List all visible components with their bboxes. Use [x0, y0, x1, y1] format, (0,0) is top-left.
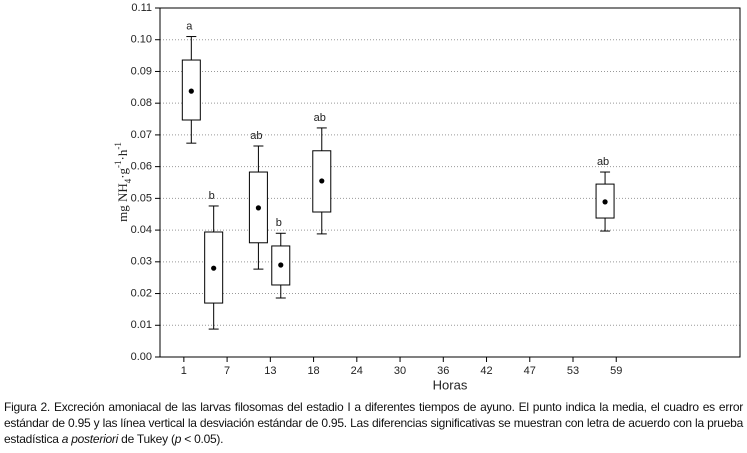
chart: mg NH4·g-1·h-1 Horas 0.000.010.020.030.0…	[113, 2, 741, 392]
y-axis-label-part: ·h	[115, 149, 130, 160]
caption-part: < 0.05).	[181, 432, 224, 446]
x-tick-label: 53	[567, 365, 579, 377]
significance-label: a	[186, 20, 193, 32]
significance-label: b	[209, 190, 215, 202]
y-axis-label-part: -1	[113, 142, 123, 150]
plot-frame	[159, 7, 741, 358]
mean-dot	[278, 262, 284, 268]
y-tick-label: 0.04	[131, 224, 152, 236]
significance-label: ab	[314, 112, 326, 124]
caption-part: a posteriori	[61, 432, 119, 446]
mean-dot	[188, 88, 194, 94]
y-tick-label: 0.02	[131, 287, 152, 299]
x-tick-label: 47	[524, 365, 536, 377]
y-tick-label: 0.11	[131, 2, 152, 14]
y-axis-label-part: -1	[113, 160, 123, 168]
y-axis-label-part: mg NH	[115, 183, 130, 222]
significance-label: ab	[250, 130, 262, 142]
caption-part: p	[174, 432, 182, 446]
x-tick-label: 13	[264, 365, 276, 377]
mean-dot	[602, 199, 608, 205]
y-tick-label: 0.03	[131, 256, 152, 268]
mean-dot	[319, 178, 325, 184]
x-tick-label: 18	[307, 365, 319, 377]
caption-part: de Tukey (	[118, 432, 175, 446]
y-tick-label: 0.07	[131, 129, 152, 141]
x-tick-label: 42	[480, 365, 492, 377]
y-tick-label: 0.10	[131, 34, 152, 46]
mean-dot	[255, 205, 262, 211]
caption-part: Figura 2. Excreción amoniacal de las lar…	[4, 400, 743, 446]
x-tick-label: 30	[394, 365, 406, 377]
x-axis-label: Horas	[433, 377, 468, 392]
y-axis-label-part: ·g	[115, 167, 130, 178]
y-tick-label: 0.06	[131, 161, 152, 173]
x-tick-label: 59	[610, 365, 622, 377]
y-tick-label: 0.08	[131, 97, 152, 109]
mean-dot	[211, 265, 217, 271]
x-tick-label: 7	[224, 365, 230, 377]
caption: Figura 2. Excreción amoniacal de las lar…	[4, 399, 743, 447]
y-tick-label: 0.05	[131, 192, 152, 204]
y-tick-label: 0.01	[131, 319, 152, 331]
significance-label: ab	[597, 156, 609, 168]
x-tick-label: 24	[351, 365, 363, 377]
x-tick-label: 36	[437, 365, 449, 377]
y-tick-label: 0.00	[131, 351, 152, 363]
x-tick-label: 1	[181, 365, 187, 377]
y-tick-label: 0.09	[131, 65, 152, 77]
y-axis-label-part: 4	[123, 178, 133, 183]
significance-label: b	[276, 217, 282, 229]
y-axis-label: mg NH4·g-1·h-1	[113, 142, 133, 222]
